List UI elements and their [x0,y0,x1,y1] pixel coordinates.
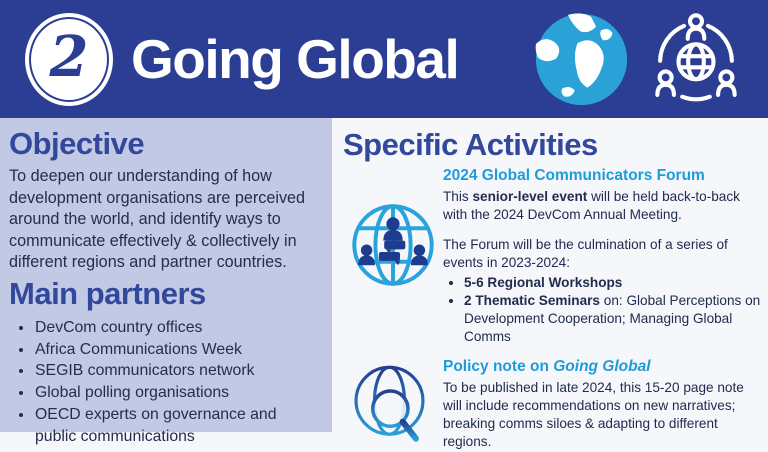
globe-magnifier-icon [354,365,425,442]
partner-item: Global polling organisations [34,382,320,404]
partners-list: DevCom country offices Africa Communicat… [9,317,320,448]
right-panel: Specific Activities [332,118,768,449]
forum-paragraph-1: This senior-level event will be held bac… [443,188,740,222]
people-network-icon [655,13,737,102]
partner-item: SEGIB communicators network [34,360,320,382]
objective-text: To deepen our understanding of how devel… [9,167,306,272]
forum-paragraph-2: The Forum will be the culmination of a s… [443,237,728,271]
left-panel: Objective To deepen our understanding of… [0,118,332,445]
forum-bullet: 5-6 Regional Workshops [464,274,761,292]
partner-item: OECD experts on governance and public co… [34,404,320,448]
activity-policy-note: Policy note on Going Global To be publis… [343,358,763,452]
globe-people-chat-icon [352,204,434,286]
badge-number: 2 [49,23,89,90]
specific-activities-heading: Specific Activities [343,127,598,162]
policy-paragraph: To be published in late 2024, this 15-20… [443,379,744,449]
forum-bullet-list: 5-6 Regional Workshops 2 Thematic Semina… [443,274,761,346]
objective-heading: Objective [9,126,145,161]
policy-title: Policy note on Going Global [443,358,651,376]
partner-item: Africa Communications Week [34,339,320,361]
partner-item: DevCom country offices [34,317,320,339]
number-badge: 2 [25,12,113,106]
header-banner: 2 Going Global [0,0,768,118]
activity-forum: 2024 Global Communicators Forum This sen… [343,167,763,346]
page-title: Going Global [131,28,460,90]
forum-bullet: 2 Thematic Seminars on: Global Perceptio… [464,292,761,346]
forum-title: 2024 Global Communicators Forum [443,167,705,184]
badge-ring [29,16,109,102]
globe-world-icon [535,12,628,105]
main-partners-heading: Main partners [9,275,206,311]
